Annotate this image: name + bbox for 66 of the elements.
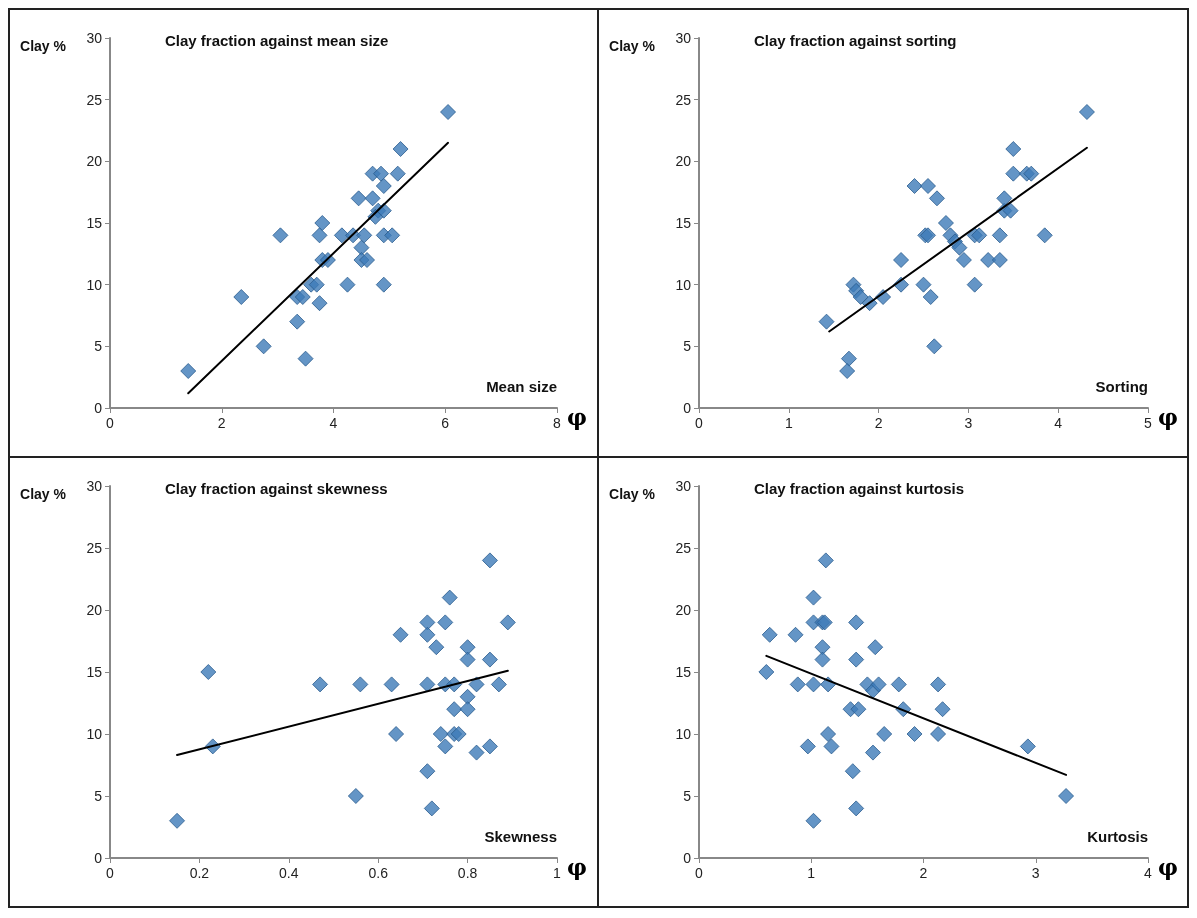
x-tick-label: 4 <box>1143 865 1152 881</box>
y-tick-label: 30 <box>86 30 103 46</box>
y-tick-label: 15 <box>86 215 103 231</box>
chart-title: Clay fraction against skewness <box>165 480 388 497</box>
x-tick-label: 5 <box>1143 415 1152 431</box>
x-tick-label: 3 <box>1031 865 1040 881</box>
x-tick-label: 0.8 <box>457 865 478 881</box>
y-axis-title: Clay % <box>608 486 656 502</box>
x-tick-label: 0.4 <box>279 865 299 881</box>
y-axis-title: Clay % <box>20 486 67 502</box>
x-tick-label: 2 <box>919 865 928 881</box>
text: φ <box>1157 404 1178 430</box>
y-tick-label: 20 <box>674 153 691 170</box>
y-tick-label: 10 <box>674 276 691 293</box>
y-tick-label: 5 <box>94 788 103 804</box>
x-tick-label: 3 <box>964 415 972 431</box>
x-axis-title: Sorting <box>1095 378 1148 395</box>
x-tick-label: 8 <box>553 415 562 431</box>
y-tick-label: 15 <box>86 664 103 680</box>
x-tick-label: 1 <box>784 415 793 431</box>
chart-title: Clay fraction against kurtosis <box>753 480 964 497</box>
text: φ <box>1157 854 1178 880</box>
y-axis-title: Clay % <box>608 38 656 54</box>
y-tick-label: 5 <box>682 788 691 804</box>
x-tick-label: 0.6 <box>368 865 389 881</box>
x-tick-label: 0 <box>106 865 115 881</box>
y-tick-label: 15 <box>674 215 691 231</box>
y-tick-label: 10 <box>86 276 103 293</box>
y-tick-label: 20 <box>674 602 691 618</box>
y-tick-label: 0 <box>682 400 691 416</box>
y-tick-label: 25 <box>86 540 103 556</box>
x-tick-label: 0.2 <box>189 865 210 881</box>
chart-title: Clay fraction against sorting <box>753 32 957 49</box>
y-tick-label: 10 <box>86 726 103 742</box>
y-tick-label: 25 <box>674 91 691 108</box>
y-tick-label: 25 <box>86 91 103 108</box>
y-tick-label: 0 <box>94 400 103 416</box>
y-tick-label: 0 <box>94 850 103 866</box>
y-tick-label: 15 <box>674 664 691 680</box>
text: φ <box>567 404 587 430</box>
y-tick-label: 10 <box>674 726 691 742</box>
x-tick-label: 1 <box>806 865 815 881</box>
y-tick-label: 30 <box>674 30 691 46</box>
x-tick-label: 4 <box>1053 415 1062 431</box>
x-tick-label: 0 <box>694 415 703 431</box>
x-tick-label: 1 <box>553 865 562 881</box>
text: φ <box>567 854 587 880</box>
y-tick-label: 25 <box>674 540 691 556</box>
y-tick-label: 30 <box>86 478 103 494</box>
y-tick-label: 30 <box>674 478 691 494</box>
x-axis-title: Skewness <box>484 828 557 845</box>
x-tick-label: 2 <box>874 415 883 431</box>
x-axis-title: Mean size <box>486 378 557 395</box>
x-tick-label: 4 <box>329 415 338 431</box>
y-tick-label: 20 <box>86 153 103 170</box>
x-tick-label: 0 <box>106 415 115 431</box>
chart-title: Clay fraction against mean size <box>165 32 389 49</box>
y-tick-label: 5 <box>94 338 103 355</box>
y-tick-label: 20 <box>86 602 103 618</box>
y-tick-label: 0 <box>682 850 691 866</box>
x-tick-label: 6 <box>441 415 450 431</box>
y-tick-label: 5 <box>682 338 691 355</box>
x-axis-title: Kurtosis <box>1086 828 1148 845</box>
y-axis-title: Clay % <box>20 38 67 54</box>
x-tick-label: 2 <box>217 415 226 431</box>
x-tick-label: 0 <box>694 865 703 881</box>
